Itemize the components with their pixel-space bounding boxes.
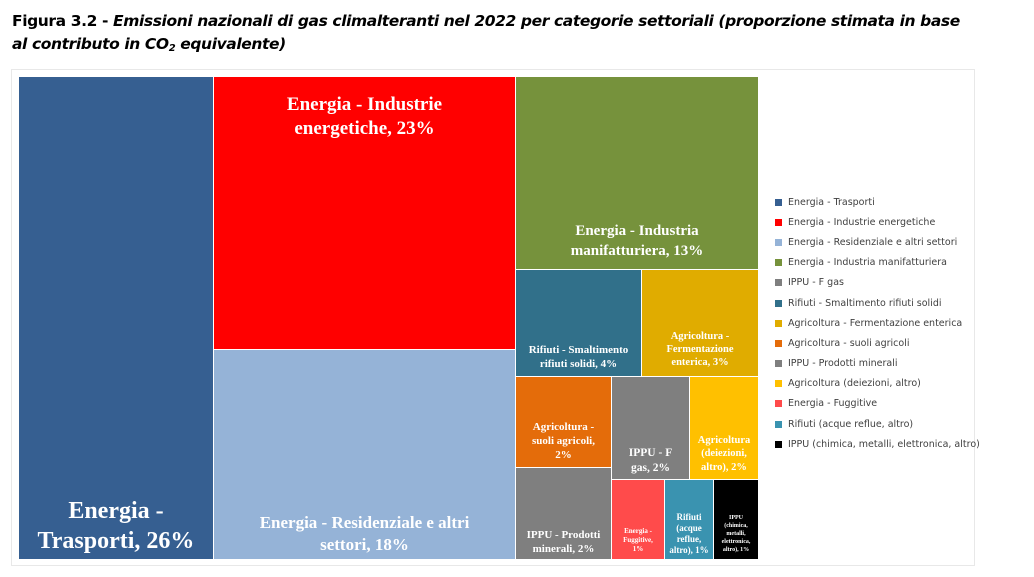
figure-title-text-2: al contributo in CO bbox=[12, 35, 169, 53]
legend-label: IPPU - F gas bbox=[788, 277, 844, 289]
legend-swatch bbox=[775, 299, 782, 307]
treemap-tile-3: Energia - Residenziale e altri settori, 1… bbox=[213, 349, 516, 560]
figure-label: Figura 3.2 - bbox=[12, 12, 109, 30]
legend-item: Agricoltura - Fermentazione enterica bbox=[775, 313, 975, 333]
legend-swatch bbox=[775, 319, 782, 327]
legend-item: IPPU - F gas bbox=[775, 273, 975, 293]
legend-label: Energia - Industria manifatturiera bbox=[788, 257, 947, 269]
figure-title-subscript: 2 bbox=[168, 43, 176, 54]
treemap-tile-13: IPPU (chimica, metalli, elettronica, altro),… bbox=[713, 479, 759, 560]
legend-swatch bbox=[775, 238, 782, 246]
legend-swatch bbox=[775, 360, 782, 368]
treemap-tile-10: Agricoltura (deiezioni, altro), 2% bbox=[689, 376, 759, 480]
treemap-tile-label: Rifiuti (acque reflue, altro), 1% bbox=[669, 512, 709, 555]
legend-label: Rifiuti - Smaltimento rifiuti solidi bbox=[788, 297, 942, 309]
treemap-tile-label: IPPU (chimica, metalli, elettronica, altro),… bbox=[721, 515, 751, 553]
treemap-tile-label: Rifiuti - Smaltimento rifiuti solidi, 4% bbox=[528, 344, 629, 370]
figure-title-text-3: equivalente) bbox=[175, 35, 286, 53]
treemap-tile-2: Energia - Industrie energetiche, 23% bbox=[213, 76, 516, 350]
treemap-tile-label: Agricoltura - Fermentazione enterica, 3% bbox=[666, 331, 734, 368]
legend-swatch bbox=[775, 420, 782, 428]
treemap-tile-label: Agricoltura (deiezioni, altro), 2% bbox=[697, 434, 751, 473]
treemap-tile-label: Energia - Residenziale e altri settori, 1… bbox=[259, 513, 470, 554]
legend-swatch bbox=[775, 279, 782, 287]
legend-item: IPPU (chimica, metalli, elettronica, alt… bbox=[775, 434, 980, 454]
legend-label: Energia - Industrie energetiche bbox=[788, 216, 936, 228]
legend-swatch bbox=[775, 339, 782, 347]
legend-label: Energia - Fuggitive bbox=[788, 398, 878, 410]
figure-title-text-1: Emissioni nazionali di gas climalteranti… bbox=[113, 12, 960, 30]
treemap-tile-6: Rifiuti - Smaltimento rifiuti solidi, 4% bbox=[515, 269, 642, 377]
legend-item: Energia - Trasporti bbox=[775, 192, 975, 212]
treemap-tile-label: Energia - Industrie energetiche, 23% bbox=[286, 94, 443, 139]
legend-item: IPPU - Prodotti minerali bbox=[775, 354, 975, 374]
legend-item: Rifiuti - Smaltimento rifiuti solidi bbox=[775, 293, 975, 313]
treemap-tile-7: Agricoltura - Fermentazione enterica, 3% bbox=[641, 269, 759, 377]
legend-item: Energia - Residenziale e altri settori bbox=[775, 232, 975, 252]
legend-label: Agricoltura - suoli agricoli bbox=[788, 337, 910, 349]
treemap-tile-label: IPPU - Prodotti minerali, 2% bbox=[526, 529, 601, 555]
treemap-tile-12: Rifiuti (acque reflue, altro), 1% bbox=[664, 479, 714, 560]
treemap-tile-8: Agricoltura - suoli agricoli, 2% bbox=[515, 376, 612, 468]
legend-label: Energia - Residenziale e altri settori bbox=[788, 236, 958, 248]
treemap-tile-1: Energia - Trasporti, 26% bbox=[18, 76, 214, 560]
legend-item: Energia - Fuggitive bbox=[775, 394, 975, 414]
legend-swatch bbox=[775, 400, 782, 408]
legend-swatch bbox=[775, 198, 782, 206]
treemap-tile-4: Energia - Industria manifatturiera, 13% bbox=[515, 76, 759, 270]
treemap-tile-label: Energia - Fuggitive, 1% bbox=[623, 527, 653, 553]
treemap-tile-9: IPPU - Prodotti minerali, 2% bbox=[515, 467, 612, 560]
figure-title: Figura 3.2 - Emissioni nazionali di gas … bbox=[12, 10, 1022, 60]
legend-swatch bbox=[775, 380, 782, 388]
legend-label: Energia - Trasporti bbox=[788, 196, 875, 208]
legend-item: Agricoltura - suoli agricoli bbox=[775, 333, 975, 353]
legend-label: IPPU (chimica, metalli, elettronica, alt… bbox=[788, 438, 980, 450]
legend-label: Agricoltura (deiezioni, altro) bbox=[788, 378, 921, 390]
legend: Energia - Trasporti Energia - Industrie e… bbox=[775, 192, 980, 454]
treemap-tile-label: Energia - Trasporti, 26% bbox=[37, 498, 195, 554]
legend-swatch bbox=[775, 218, 782, 226]
treemap-tile-label: Agricoltura - suoli agricoli, 2% bbox=[532, 421, 595, 461]
legend-label: Rifiuti (acque reflue, altro) bbox=[788, 418, 914, 430]
legend-label: IPPU - Prodotti minerali bbox=[788, 358, 898, 370]
legend-item: Agricoltura (deiezioni, altro) bbox=[775, 374, 975, 394]
treemap-tile-label: Energia - Industria manifatturiera, 13% bbox=[570, 223, 704, 259]
legend-swatch bbox=[775, 259, 782, 267]
legend-item: Energia - Industria manifatturiera bbox=[775, 253, 975, 273]
legend-swatch bbox=[775, 440, 782, 448]
legend-item: Energia - Industrie energetiche bbox=[775, 212, 975, 232]
treemap-tile-11: Energia - Fuggitive, 1% bbox=[611, 479, 665, 560]
legend-item: Rifiuti (acque reflue, altro) bbox=[775, 414, 975, 434]
legend-label: Agricoltura - Fermentazione enterica bbox=[788, 317, 963, 329]
